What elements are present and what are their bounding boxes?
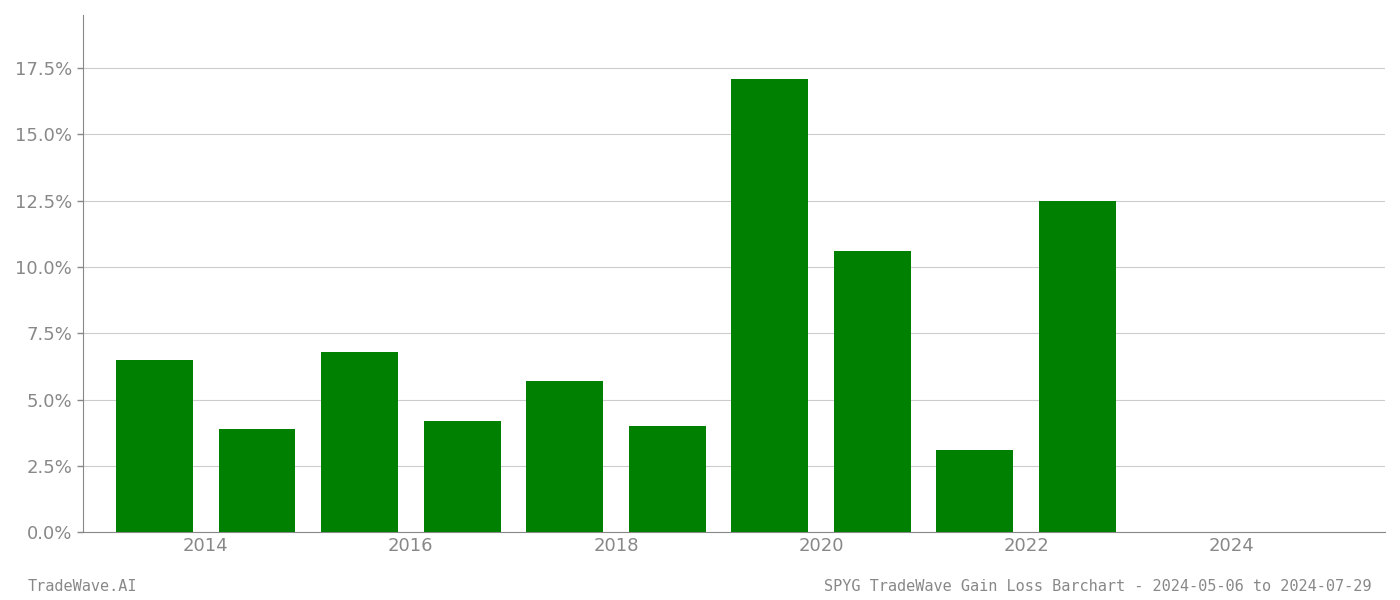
Bar — [116, 360, 193, 532]
Text: TradeWave.AI: TradeWave.AI — [28, 579, 137, 594]
Bar — [834, 251, 911, 532]
Bar — [629, 426, 706, 532]
Text: SPYG TradeWave Gain Loss Barchart - 2024-05-06 to 2024-07-29: SPYG TradeWave Gain Loss Barchart - 2024… — [825, 579, 1372, 594]
Bar — [937, 450, 1014, 532]
Bar — [218, 429, 295, 532]
Bar — [321, 352, 398, 532]
Bar — [731, 79, 808, 532]
Bar — [1039, 200, 1116, 532]
Bar — [424, 421, 501, 532]
Bar — [526, 381, 603, 532]
